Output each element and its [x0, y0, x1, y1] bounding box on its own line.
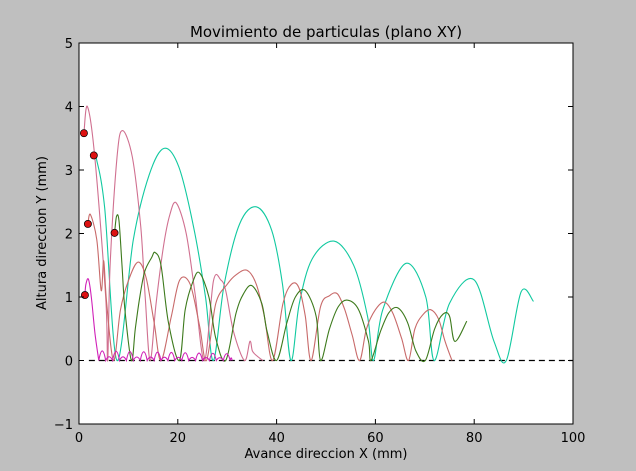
start-marker-4 [110, 228, 119, 237]
series-group [83, 105, 534, 364]
y-tick-label: 3 [65, 164, 73, 179]
start-marker-3 [83, 220, 92, 228]
series-line-5 [84, 278, 233, 363]
start-marker-1 [79, 129, 88, 138]
start-marker-5 [80, 291, 89, 300]
y-tick-label: 0 [65, 355, 73, 370]
series-line-1 [93, 147, 534, 364]
x-tick-label: 0 [75, 431, 83, 446]
y-tick-label: 4 [65, 101, 73, 116]
x-axis-label: Avance direccion X (mm) [245, 447, 408, 462]
x-tick-label: 60 [367, 431, 384, 446]
chart-title: Movimiento de particulas (plano XY) [190, 23, 462, 41]
series-line-2 [83, 105, 264, 362]
axes-background [78, 42, 574, 425]
start-marker-2 [89, 151, 98, 160]
x-tick-label: 80 [466, 431, 483, 446]
y-tick-label: 2 [65, 228, 73, 243]
series-line-4 [114, 214, 468, 363]
series-line-3 [87, 213, 453, 362]
y-tick-label: 5 [65, 37, 73, 52]
x-tick-label: 40 [268, 431, 285, 446]
y-tick-label: 1 [65, 291, 73, 306]
y-tick-label: −1 [54, 418, 73, 433]
x-tick-label: 20 [170, 431, 187, 446]
start-markers-group [79, 129, 119, 300]
x-tick-label: 100 [561, 431, 586, 446]
y-axis-label: Altura direccion Y (mm) [35, 156, 50, 310]
